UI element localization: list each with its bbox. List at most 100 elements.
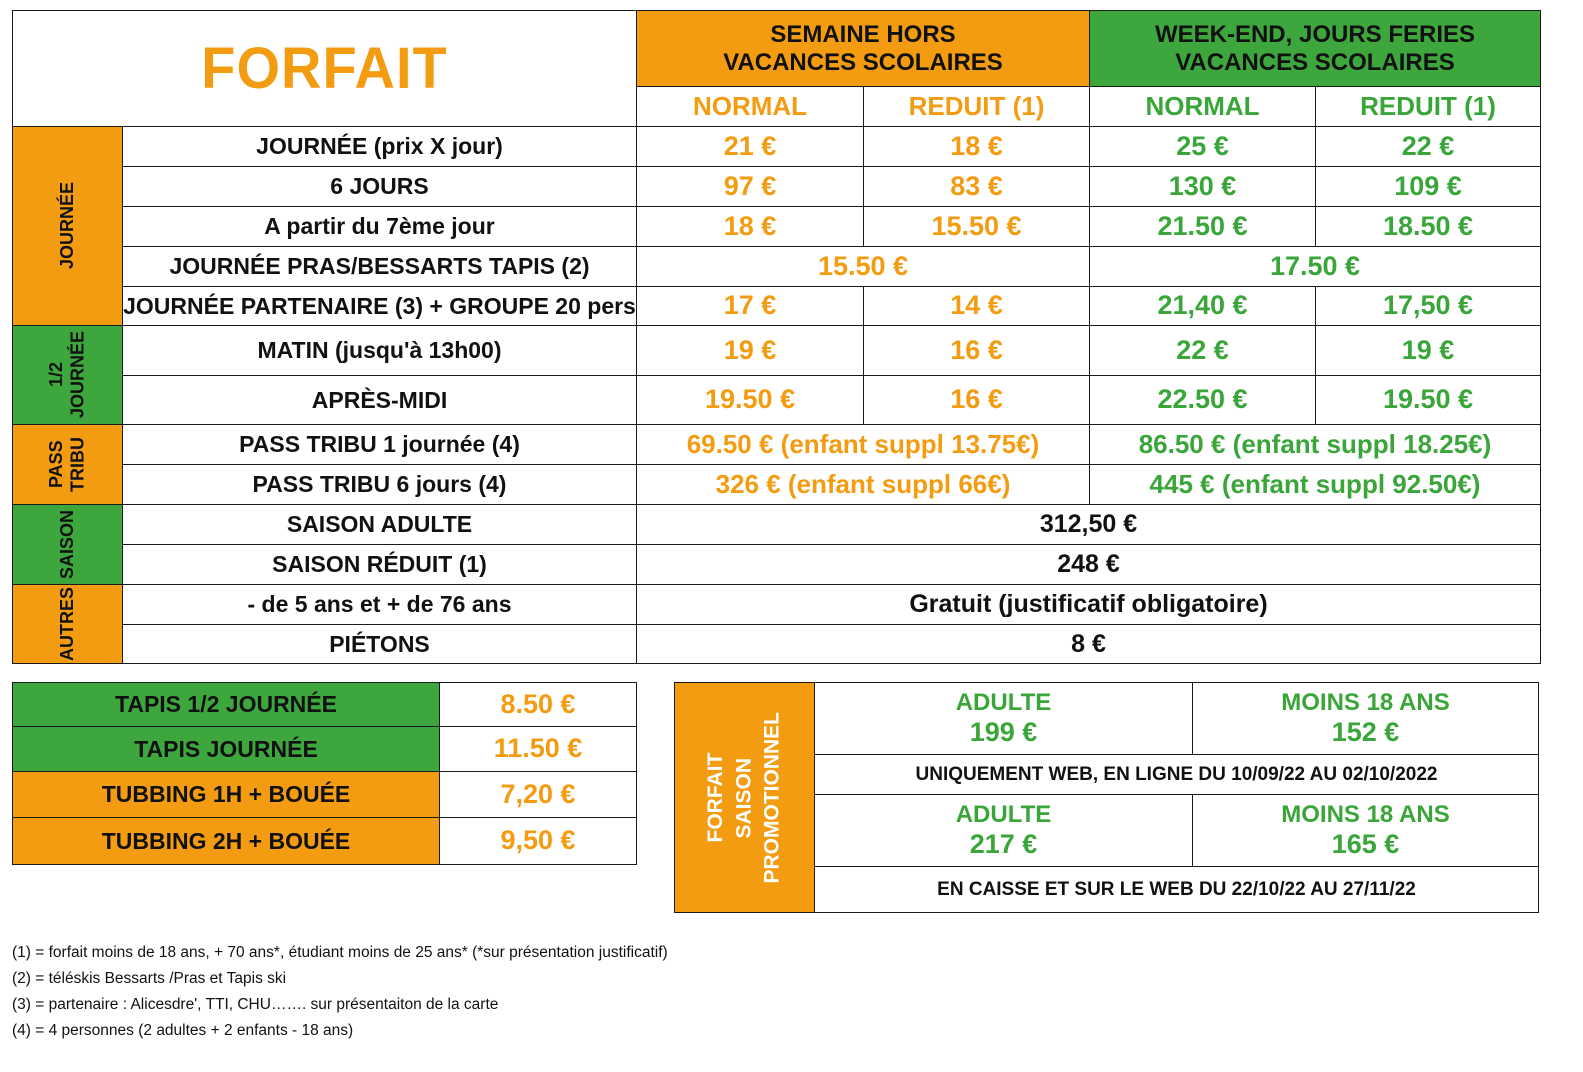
price-cell: 21 € — [636, 126, 864, 167]
price-value: 21,40 € — [1157, 290, 1248, 321]
row-label: PASS TRIBU 1 journée (4) — [122, 424, 637, 465]
section-demi-journee: 1/2 JOURNÉE — [12, 325, 123, 425]
row-label: SAISON RÉDUIT (1) — [122, 544, 637, 585]
price-cell: 22 € — [1315, 126, 1541, 167]
promo-minor-price: 152 € — [1331, 716, 1400, 747]
price-value: 19.50 € — [704, 384, 796, 415]
promo-note: UNIQUEMENT WEB, EN LIGNE DU 10/09/22 AU … — [915, 763, 1438, 785]
row-label: A partir du 7ème jour — [122, 206, 637, 247]
price-cell: 83 € — [863, 166, 1090, 207]
price-cell: 16 € — [863, 375, 1090, 425]
extras-price-cell: 9,50 € — [439, 817, 637, 865]
price-value: 19 € — [723, 334, 777, 365]
extras-price: 8.50 € — [500, 688, 576, 719]
row-label-text: - de 5 ans et + de 76 ans — [247, 591, 512, 618]
price-cell: 19 € — [1315, 325, 1541, 376]
price-cell: 97 € — [636, 166, 864, 207]
price-cell-full: 248 € — [636, 544, 1541, 585]
row-label: PASS TRIBU 6 jours (4) — [122, 464, 637, 505]
price-cell: 18 € — [636, 206, 864, 247]
price-value: 445 € (enfant suppl 92.50€) — [1149, 468, 1481, 499]
price-value: 17,50 € — [1382, 290, 1474, 321]
extras-label: TAPIS JOURNÉE — [134, 735, 318, 762]
promo-note: EN CAISSE ET SUR LE WEB DU 22/10/22 AU 2… — [937, 878, 1416, 900]
extras-price: 9,50 € — [500, 825, 576, 856]
price-value: 130 € — [1168, 170, 1237, 201]
extras-label-cell: TUBBING 2H + BOUÉE — [12, 817, 440, 865]
row-label-text: JOURNÉE PARTENAIRE (3) + GROUPE 20 pers — [123, 292, 636, 319]
price-value: 86.50 € (enfant suppl 18.25€) — [1138, 428, 1492, 459]
price-value: 69.50 € (enfant suppl 13.75€) — [686, 428, 1040, 459]
price-value: 19 € — [1401, 334, 1455, 365]
section-demi-label: 1/2 JOURNÉE — [45, 331, 88, 419]
price-value: 15.50 € — [931, 210, 1022, 241]
promo-minor-label: MOINS 18 ANS — [1281, 801, 1450, 829]
footnote: (1) = forfait moins de 18 ans, + 70 ans*… — [12, 944, 668, 961]
section-pass-label: PASS TRIBU — [45, 437, 88, 492]
price-cell: 22.50 € — [1089, 375, 1316, 425]
footnote: (3) = partenaire : Alicesdre', TTI, CHU…… — [12, 996, 499, 1013]
footnote: (4) = 4 personnes (2 adultes + 2 enfants… — [12, 1022, 354, 1039]
footnotes: (1) = forfait moins de 18 ans, + 70 ans*… — [12, 940, 668, 1044]
price-value: 83 € — [950, 170, 1003, 201]
price-cell-full: Gratuit (justificatif obligatoire) — [636, 584, 1541, 625]
price-cell: 15.50 € — [863, 206, 1090, 247]
semaine-header-text: SEMAINE HORS VACANCES SCOLAIRES — [723, 20, 1003, 76]
price-value: 21.50 € — [1157, 210, 1248, 241]
price-value: 25 € — [1176, 130, 1229, 161]
semaine-reduit-header: REDUIT (1) — [863, 86, 1090, 127]
row-label: 6 JOURS — [122, 166, 637, 207]
price-value: 18 € — [723, 210, 777, 241]
price-value: Gratuit (justificatif obligatoire) — [909, 590, 1268, 619]
weekend-header: WEEK-END, JOURS FERIES VACANCES SCOLAIRE… — [1089, 10, 1541, 87]
price-cell-merged: 69.50 € (enfant suppl 13.75€) — [636, 424, 1090, 465]
row-label-text: JOURNÉE (prix X jour) — [256, 133, 503, 160]
extras-label-cell: TAPIS JOURNÉE — [12, 726, 440, 772]
extras-label: TUBBING 2H + BOUÉE — [101, 827, 351, 854]
weekend-reduit-header: REDUIT (1) — [1315, 86, 1541, 127]
promo-note-cell: UNIQUEMENT WEB, EN LIGNE DU 10/09/22 AU … — [814, 754, 1539, 795]
price-cell: 19.50 € — [636, 375, 864, 425]
price-cell: 21,40 € — [1089, 286, 1316, 326]
extras-label-cell: TAPIS 1/2 JOURNÉE — [12, 682, 440, 727]
price-value: 16 € — [950, 384, 1003, 415]
row-label-text: APRÈS-MIDI — [311, 386, 448, 413]
page-title: FORFAIT — [201, 34, 448, 101]
price-cell-full: 312,50 € — [636, 504, 1541, 545]
weekend-reduit-label: REDUIT (1) — [1360, 90, 1496, 121]
extras-price-cell: 7,20 € — [439, 771, 637, 818]
row-label: JOURNÉE PRAS/BESSARTS TAPIS (2) — [122, 246, 637, 287]
extras-label: TAPIS 1/2 JOURNÉE — [115, 691, 337, 718]
price-value: 16 € — [950, 334, 1003, 365]
price-value: 17 € — [723, 290, 777, 321]
row-label: JOURNÉE PARTENAIRE (3) + GROUPE 20 pers — [122, 286, 637, 326]
price-value: 19.50 € — [1382, 384, 1474, 415]
price-cell-full: 8 € — [636, 624, 1541, 664]
price-cell-merged: 445 € (enfant suppl 92.50€) — [1089, 464, 1541, 505]
price-cell: 18.50 € — [1315, 206, 1541, 247]
price-cell: 21.50 € — [1089, 206, 1316, 247]
section-autres: AUTRES — [12, 584, 123, 664]
promo-adult-label: ADULTE — [955, 801, 1052, 829]
extras-price-cell: 11.50 € — [439, 726, 637, 772]
price-value: 18 € — [950, 130, 1003, 161]
price-value: 109 € — [1394, 170, 1462, 201]
price-cell: 17 € — [636, 286, 864, 326]
row-label-text: PIÉTONS — [329, 630, 430, 657]
price-cell-merged: 326 € (enfant suppl 66€) — [636, 464, 1090, 505]
weekend-normal-label: NORMAL — [1145, 90, 1260, 121]
extras-label-cell: TUBBING 1H + BOUÉE — [12, 771, 440, 818]
row-label-text: MATIN (jusqu'à 13h00) — [257, 337, 502, 364]
footnote: (2) = téléskis Bessarts /Pras et Tapis s… — [12, 970, 287, 987]
extras-price-cell: 8.50 € — [439, 682, 637, 727]
semaine-normal-header: NORMAL — [636, 86, 864, 127]
semaine-normal-label: NORMAL — [692, 90, 808, 121]
price-cell: 19 € — [636, 325, 864, 376]
row-label: JOURNÉE (prix X jour) — [122, 126, 637, 167]
price-cell: 109 € — [1315, 166, 1541, 207]
row-label-text: PASS TRIBU 6 jours (4) — [252, 471, 507, 498]
section-saison: SAISON — [12, 504, 123, 585]
semaine-header: SEMAINE HORS VACANCES SCOLAIRES — [636, 10, 1090, 87]
promo-adult-price: 199 € — [969, 716, 1038, 747]
semaine-reduit-label: REDUIT (1) — [908, 90, 1045, 121]
